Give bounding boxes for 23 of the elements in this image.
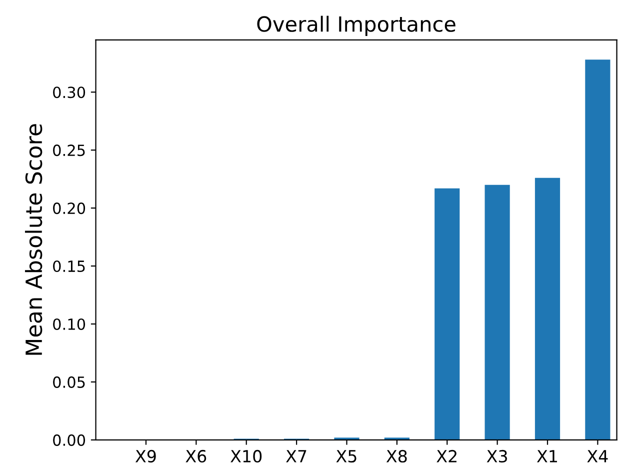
bar bbox=[585, 60, 610, 440]
x-tick-label: X8 bbox=[386, 450, 407, 463]
bar bbox=[434, 188, 460, 440]
x-tick-label: X5 bbox=[336, 450, 356, 463]
y-axis-title: Mean Absolute Score bbox=[24, 124, 42, 355]
x-tick-label: X1 bbox=[536, 450, 557, 462]
chart-title: Overall Importance bbox=[257, 16, 456, 36]
y-tick-label: 0.10 bbox=[53, 318, 86, 330]
x-tick-label: X10 bbox=[230, 450, 262, 463]
x-tick-label: X2 bbox=[436, 450, 456, 462]
y-tick-label: 0.00 bbox=[53, 434, 86, 446]
bar bbox=[484, 184, 510, 440]
x-tick-label: X6 bbox=[186, 450, 206, 463]
y-tick-label: 0.15 bbox=[53, 260, 85, 272]
bar bbox=[534, 178, 560, 440]
x-tick-label: X9 bbox=[135, 450, 156, 463]
y-tick-label: 0.05 bbox=[53, 376, 85, 388]
y-tick-label: 0.20 bbox=[53, 202, 86, 214]
x-tick-label: X4 bbox=[587, 450, 608, 462]
x-tick-label: X3 bbox=[486, 450, 507, 463]
x-tick-label: X7 bbox=[286, 450, 306, 462]
y-tick-label: 0.30 bbox=[53, 86, 86, 98]
y-tick-label: 0.25 bbox=[53, 144, 85, 156]
